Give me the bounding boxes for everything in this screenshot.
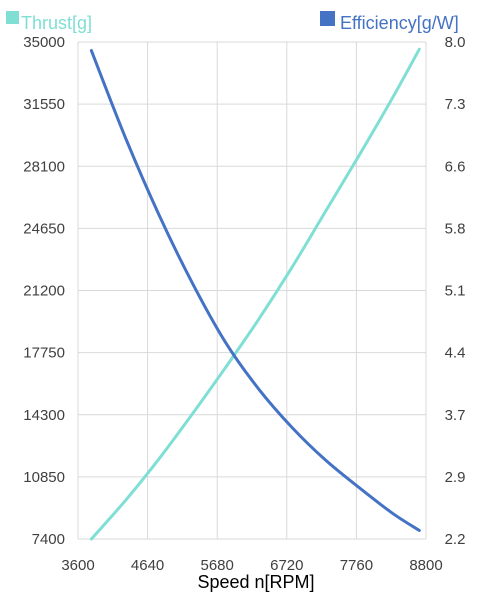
y-left-tick-label: 35000 xyxy=(23,34,65,51)
y-left-tick-label: 10850 xyxy=(23,469,65,486)
y-right-tick-label: 2.2 xyxy=(445,531,466,548)
x-tick-label: 7760 xyxy=(340,557,373,574)
y-left-tick-label: 14300 xyxy=(23,407,65,424)
legend-label-thrust: Thrust[g] xyxy=(21,13,92,33)
y-right-tick-label: 5.8 xyxy=(445,220,466,237)
y-right-tick-label: 6.6 xyxy=(445,158,466,175)
y-right-tick-label: 7.3 xyxy=(445,96,466,113)
y-left-tick-label: 17750 xyxy=(23,345,65,362)
y-right-tick-label: 8.0 xyxy=(445,34,466,51)
thrust-series-line xyxy=(89,47,421,541)
x-axis-title: Speed n[RPM] xyxy=(197,572,314,592)
y-left-tick-label: 7400 xyxy=(32,531,65,548)
y-right-tick-label: 5.1 xyxy=(445,283,466,300)
tick-labels: 7400 2.2 10850 2.9 14300 3.7 17750 4.4 21200 5.1 2… xyxy=(23,34,465,574)
y-left-tick-label: 31550 xyxy=(23,96,65,113)
x-tick-label: 8800 xyxy=(409,557,442,574)
legend-label-efficiency: Efficiency[g/W] xyxy=(340,13,459,33)
series-lines xyxy=(89,47,421,541)
x-tick-label: 5680 xyxy=(201,557,234,574)
x-tick-label: 4640 xyxy=(131,557,164,574)
x-tick-label: 6720 xyxy=(270,557,303,574)
legend-swatch-efficiency xyxy=(320,11,335,26)
efficiency-series-line xyxy=(89,49,421,532)
y-left-tick-label: 28100 xyxy=(23,158,65,175)
y-right-tick-label: 2.9 xyxy=(445,469,466,486)
y-right-tick-label: 3.7 xyxy=(445,407,466,424)
y-right-tick-label: 4.4 xyxy=(445,345,466,362)
legend-swatch-thrust xyxy=(6,11,19,24)
x-tick-label: 3600 xyxy=(61,557,94,574)
y-left-tick-label: 24650 xyxy=(23,220,65,237)
y-left-tick-label: 21200 xyxy=(23,283,65,300)
grid-lines xyxy=(77,41,427,540)
